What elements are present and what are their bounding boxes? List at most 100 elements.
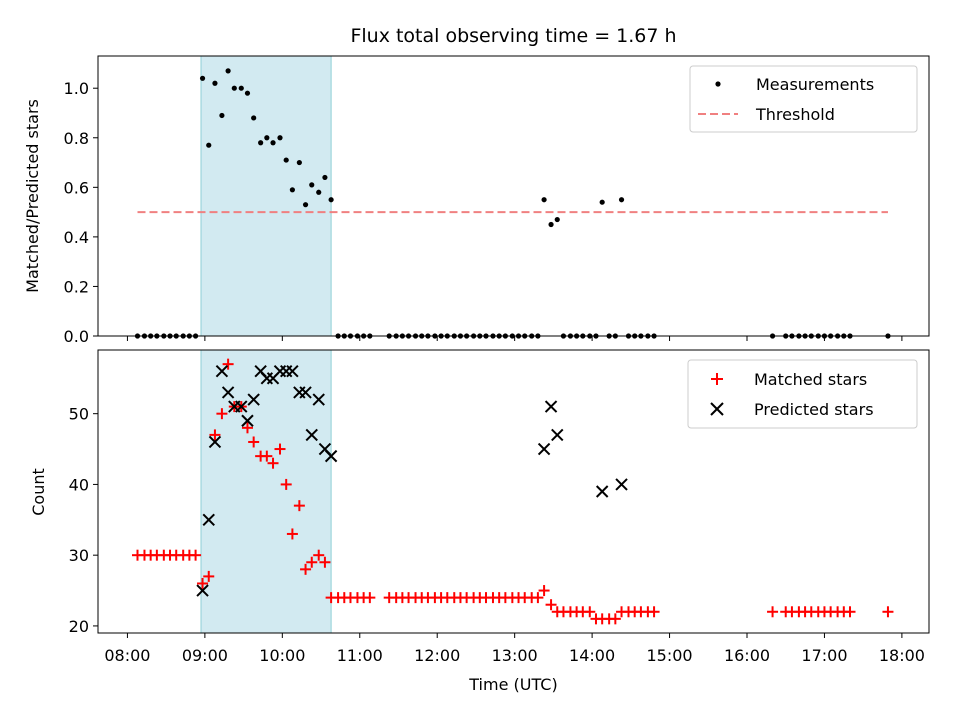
y-tick-label: 0.2 xyxy=(64,277,89,296)
count-x-ticks: 08:00 09:00 10:00 11:00 12:00 13:00 14:00 15:00… xyxy=(104,633,925,665)
measurement-point xyxy=(277,135,283,141)
predicted-point xyxy=(241,414,254,427)
count-axes-frame xyxy=(97,349,930,634)
matched-point xyxy=(203,570,215,582)
predicted-point xyxy=(215,365,229,378)
ratio-y-ticks: 0.0 0.2 0.4 0.6 0.8 1.0 xyxy=(64,79,98,346)
matched-point xyxy=(209,429,221,441)
y-tick-label: 1.0 xyxy=(64,79,89,98)
ratio-legend: Measurements Threshold xyxy=(689,65,918,133)
legend-matched-marker xyxy=(711,373,723,385)
matched-point xyxy=(216,408,228,420)
x-tick-label: 14:00 xyxy=(569,646,615,665)
matched-point xyxy=(300,563,312,575)
ratio-legend-box xyxy=(689,65,918,133)
measurement-point xyxy=(212,80,218,86)
matched-point xyxy=(222,358,234,370)
highlight-span xyxy=(200,55,332,337)
measurement-point xyxy=(302,202,309,208)
measurement-point xyxy=(309,182,315,188)
x-tick-label: 18:00 xyxy=(879,646,925,665)
matched-point xyxy=(609,613,621,625)
matched-point xyxy=(584,606,596,618)
matched-point xyxy=(545,599,557,611)
count-legend-box xyxy=(687,359,918,429)
legend-predicted-label: Predicted stars xyxy=(754,400,874,419)
measurement-point xyxy=(244,90,251,96)
x-tick-label: 13:00 xyxy=(492,646,538,665)
measurement-point xyxy=(322,174,328,181)
measurement-point xyxy=(231,85,237,91)
predicted-point xyxy=(312,393,325,406)
matched-point xyxy=(306,556,318,568)
x-tick-label: 11:00 xyxy=(337,646,383,665)
legend-measurements-label: Measurements xyxy=(756,75,874,94)
legend-matched-label: Matched stars xyxy=(754,370,867,389)
ratio-axes-frame xyxy=(97,55,930,337)
y-tick-label: 30 xyxy=(69,546,89,565)
matched-point xyxy=(767,606,779,618)
measurement-point xyxy=(251,115,257,121)
chart-title: Flux total observing time = 1.67 h xyxy=(350,25,676,47)
measurement-point xyxy=(618,197,625,203)
measurement-point xyxy=(225,68,231,74)
highlight-span xyxy=(200,349,332,634)
highlight-span-rect xyxy=(200,55,332,337)
matched-point xyxy=(248,436,260,448)
matched-point xyxy=(313,549,325,561)
predicted-point xyxy=(196,584,209,597)
measurement-point xyxy=(548,221,554,228)
y-tick-label: 0.8 xyxy=(64,129,89,148)
count-y-axis-label: Count xyxy=(29,468,48,516)
measurement-point xyxy=(541,197,547,203)
legend-measurements-marker xyxy=(715,81,721,87)
measurement-point xyxy=(296,159,302,166)
matched-point xyxy=(532,592,544,604)
count-y-ticks: 20 30 40 50 xyxy=(69,405,98,636)
matched-point xyxy=(286,528,298,540)
predicted-point xyxy=(299,386,312,399)
matched-point xyxy=(648,606,660,618)
x-tick-label: 16:00 xyxy=(724,646,770,665)
matched-point xyxy=(190,549,202,561)
legend-threshold-label: Threshold xyxy=(755,105,835,124)
legend-predicted-marker xyxy=(710,402,724,416)
y-tick-label: 40 xyxy=(69,475,89,494)
matched-point xyxy=(538,585,550,597)
y-tick-label: 50 xyxy=(69,405,89,424)
measurement-point xyxy=(289,187,295,193)
predicted-point xyxy=(221,386,235,399)
x-tick-label: 08:00 xyxy=(104,646,150,665)
y-tick-label: 0.0 xyxy=(64,327,89,346)
highlight-span-rect xyxy=(200,349,332,634)
measurement-point xyxy=(258,140,264,146)
count-panel: 20 30 40 50 08:00 09:00 10:00 11:00 12:00 13:00 1… xyxy=(29,349,930,665)
y-tick-label: 20 xyxy=(69,617,89,636)
predicted-point xyxy=(544,400,558,413)
x-tick-label: 10:00 xyxy=(259,646,305,665)
matched-point xyxy=(364,592,376,604)
predicted-point xyxy=(208,435,222,449)
x-tick-label: 17:00 xyxy=(801,646,847,665)
matched-point xyxy=(197,577,209,589)
matched-point xyxy=(267,457,279,469)
matched-point xyxy=(280,478,292,490)
measurement-point xyxy=(283,157,289,163)
predicted-point xyxy=(537,442,551,456)
measurement-point xyxy=(316,189,322,195)
x-tick-label: 15:00 xyxy=(646,646,692,665)
matched-point xyxy=(319,556,331,568)
predicted-point xyxy=(305,428,318,442)
matched-point xyxy=(261,450,273,462)
measurement-point xyxy=(264,135,270,141)
predicted-point xyxy=(247,393,260,406)
predicted-point xyxy=(595,485,609,498)
matched-point xyxy=(844,606,856,618)
y-tick-label: 0.4 xyxy=(64,228,89,247)
count-marks xyxy=(131,358,894,625)
measurement-point xyxy=(238,85,244,91)
matched-point xyxy=(274,443,286,455)
ratio-y-axis-label: Matched/Predicted stars xyxy=(23,99,42,293)
predicted-point xyxy=(615,478,628,491)
